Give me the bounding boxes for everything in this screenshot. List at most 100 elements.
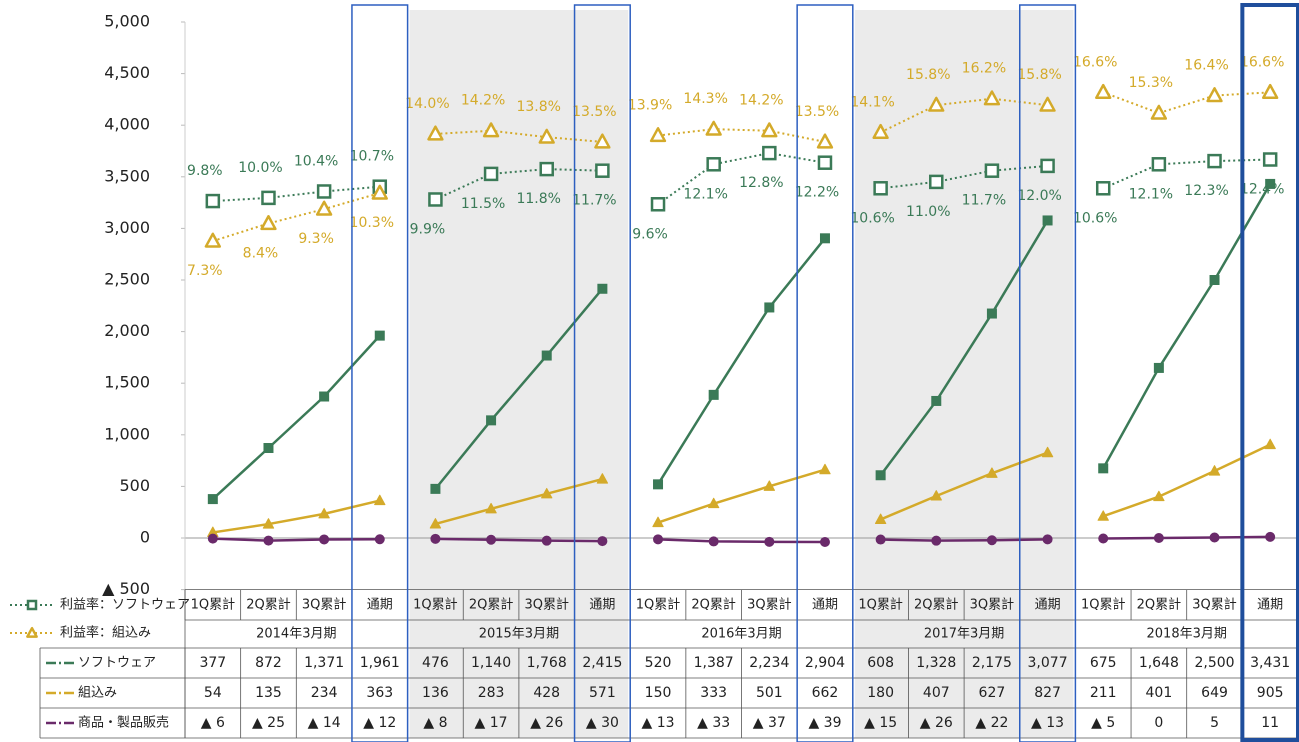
data-point xyxy=(595,163,610,178)
table-cell: 407 xyxy=(923,685,950,701)
group-label: 2015年3月期 xyxy=(479,627,559,642)
table-cell: 608 xyxy=(867,655,894,671)
table-cell: 136 xyxy=(422,685,449,701)
data-label: 15.8% xyxy=(1017,67,1061,83)
table-cell: 1,961 xyxy=(360,655,400,671)
data-label: 16.6% xyxy=(1073,54,1117,70)
data-label: 8.4% xyxy=(243,245,279,261)
data-label: 11.7% xyxy=(962,193,1006,209)
data-point xyxy=(260,215,277,231)
y-tick-label: ▲ 500 xyxy=(102,579,150,598)
y-tick-label: 1,000 xyxy=(104,424,150,443)
table-cell: 11 xyxy=(1261,715,1279,731)
data-label: 14.3% xyxy=(683,91,727,107)
series-line xyxy=(657,128,826,143)
data-label: 16.4% xyxy=(1184,58,1228,74)
data-label: 9.9% xyxy=(410,221,446,237)
data-label: 9.3% xyxy=(298,231,334,247)
data-point xyxy=(374,494,386,506)
y-tick-label: 4,000 xyxy=(104,115,150,134)
data-point xyxy=(262,518,275,529)
table-cell: 905 xyxy=(1257,685,1284,701)
data-point xyxy=(929,174,944,190)
data-point xyxy=(763,480,775,491)
data-point xyxy=(1265,531,1276,542)
x-tick-label: 通期 xyxy=(589,598,615,613)
data-label: 13.5% xyxy=(572,104,616,120)
data-point xyxy=(874,513,887,524)
table-cell: 333 xyxy=(700,685,727,701)
data-label: 15.3% xyxy=(1129,75,1173,91)
group-label: 2017年3月期 xyxy=(924,627,1004,642)
data-point xyxy=(1098,463,1109,474)
data-label: 13.9% xyxy=(628,98,672,114)
table-cell: ▲ 26 xyxy=(530,715,563,731)
table-cell: 662 xyxy=(812,685,839,701)
table-cell: 2,234 xyxy=(749,655,789,671)
series-line xyxy=(1103,535,1271,540)
table-cell: 2,904 xyxy=(805,655,845,671)
table-cell: ▲ 17 xyxy=(475,715,508,731)
data-point xyxy=(1265,178,1276,189)
data-point xyxy=(541,535,552,546)
x-tick-label: 3Q累計 xyxy=(524,597,569,613)
data-point xyxy=(538,128,555,144)
series-line xyxy=(212,185,380,203)
series-line xyxy=(657,468,826,524)
data-point xyxy=(930,490,942,501)
data-point xyxy=(482,122,500,138)
data-label: 10.7% xyxy=(350,149,394,165)
data-point xyxy=(816,133,834,149)
data-label: 12.4% xyxy=(1240,182,1284,198)
data-point xyxy=(1264,438,1276,450)
table-cell: ▲ 30 xyxy=(586,715,619,731)
data-point xyxy=(374,534,385,545)
data-point xyxy=(1042,215,1053,226)
data-label: 11.5% xyxy=(461,196,505,212)
data-label: 10.4% xyxy=(294,153,338,169)
data-point xyxy=(1262,83,1279,100)
data-point xyxy=(1095,181,1111,196)
table-cell: 377 xyxy=(199,655,226,671)
table-cell: ▲ 12 xyxy=(363,715,396,731)
data-point xyxy=(374,330,385,341)
table-cell: 180 xyxy=(867,685,894,701)
data-label: 12.1% xyxy=(1129,186,1173,202)
row-label: 商品・製品販売 xyxy=(78,715,169,731)
y-tick-label: 4,500 xyxy=(104,63,150,82)
data-point xyxy=(596,473,609,484)
data-label: 10.6% xyxy=(1073,210,1117,226)
x-tick-label: 3Q累計 xyxy=(970,597,1015,613)
data-point xyxy=(873,181,888,196)
data-point xyxy=(1098,533,1109,544)
series-line xyxy=(1102,443,1271,518)
series-line xyxy=(657,152,826,206)
data-point xyxy=(1206,87,1223,103)
data-point xyxy=(1150,104,1168,120)
table-cell: 675 xyxy=(1090,655,1117,671)
table-cell: 283 xyxy=(478,685,505,701)
x-tick-label: 1Q累計 xyxy=(1081,597,1126,613)
table-cell: ▲ 26 xyxy=(920,715,953,731)
data-point xyxy=(653,534,664,545)
data-point xyxy=(875,470,886,481)
data-point xyxy=(207,494,218,505)
data-point xyxy=(931,395,942,406)
legend-marker xyxy=(26,626,38,638)
table-cell: 428 xyxy=(533,685,560,701)
data-label: 14.2% xyxy=(461,93,505,109)
data-point xyxy=(427,125,444,141)
table-cell: ▲ 37 xyxy=(753,715,786,731)
y-tick-label: 0 xyxy=(140,528,150,547)
data-point xyxy=(986,467,998,478)
data-point xyxy=(986,535,997,546)
data-label: 12.8% xyxy=(739,175,783,191)
series-line xyxy=(211,334,381,501)
data-label: 16.6% xyxy=(1240,54,1284,70)
data-label: 16.2% xyxy=(962,61,1006,77)
data-point xyxy=(1040,158,1055,174)
y-tick-label: 3,500 xyxy=(104,166,150,185)
table-cell: 0 xyxy=(1154,715,1163,731)
data-point xyxy=(205,193,221,209)
